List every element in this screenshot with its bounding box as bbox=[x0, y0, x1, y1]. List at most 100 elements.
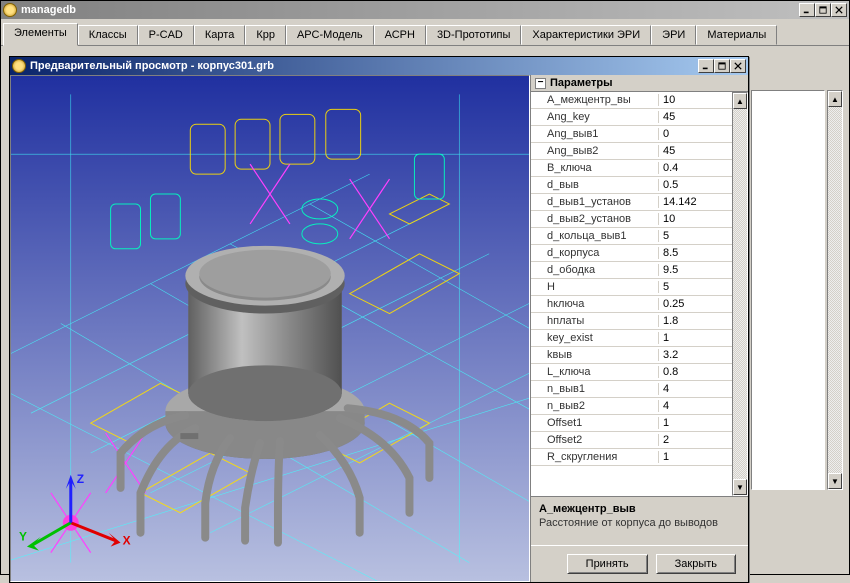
param-row[interactable]: kвыв3.2 bbox=[531, 347, 732, 364]
param-row[interactable]: L_ключа0.8 bbox=[531, 364, 732, 381]
param-value[interactable]: 5 bbox=[659, 230, 732, 242]
tab-5[interactable]: АРС-Модель bbox=[286, 25, 374, 45]
accept-button[interactable]: Принять bbox=[567, 554, 648, 574]
viewport-3d[interactable]: X Y Z bbox=[10, 75, 530, 582]
tab-10[interactable]: Материалы bbox=[696, 25, 777, 45]
param-row[interactable]: Ang_выв10 bbox=[531, 126, 732, 143]
param-value[interactable]: 0.4 bbox=[659, 162, 732, 174]
param-value[interactable]: 2 bbox=[659, 434, 732, 446]
params-table: А_межцентр_вы10Ang_key45Ang_выв10Ang_выв… bbox=[531, 92, 732, 496]
param-value[interactable]: 14.142 bbox=[659, 196, 732, 208]
param-value[interactable]: 45 bbox=[659, 111, 732, 123]
param-row[interactable]: d_кольца_выв15 bbox=[531, 228, 732, 245]
scroll-down-button[interactable]: ▼ bbox=[828, 473, 842, 489]
tab-8[interactable]: Характеристики ЭРИ bbox=[521, 25, 651, 45]
param-value[interactable]: 10 bbox=[659, 213, 732, 225]
scroll-track[interactable] bbox=[828, 107, 842, 473]
params-panel: − Параметры А_межцентр_вы10Ang_key45Ang_… bbox=[530, 75, 748, 582]
param-value[interactable]: 1 bbox=[659, 451, 732, 463]
param-value[interactable]: 45 bbox=[659, 145, 732, 157]
param-row[interactable]: hплаты1.8 bbox=[531, 313, 732, 330]
main-titlebar[interactable]: managedb bbox=[1, 1, 849, 19]
param-row[interactable]: Offset11 bbox=[531, 415, 732, 432]
param-name: В_ключа bbox=[531, 162, 659, 174]
param-row[interactable]: А_межцентр_вы10 bbox=[531, 92, 732, 109]
param-value[interactable]: 5 bbox=[659, 281, 732, 293]
param-row[interactable]: d_выв1_установ14.142 bbox=[531, 194, 732, 211]
collapse-toggle[interactable]: − bbox=[535, 78, 546, 89]
param-name: n_выв2 bbox=[531, 400, 659, 412]
params-scroll-down[interactable]: ▼ bbox=[733, 479, 747, 495]
right-scrollbar[interactable]: ▲ ▼ bbox=[827, 90, 843, 490]
param-value[interactable]: 0.25 bbox=[659, 298, 732, 310]
param-value[interactable]: 3.2 bbox=[659, 349, 732, 361]
param-name: d_выв2_установ bbox=[531, 213, 659, 225]
param-name: d_выв bbox=[531, 179, 659, 191]
param-row[interactable]: n_выв24 bbox=[531, 398, 732, 415]
param-row[interactable]: key_exist1 bbox=[531, 330, 732, 347]
param-desc-text: Расстояние от корпуса до выводов bbox=[539, 517, 740, 529]
params-scrollbar[interactable]: ▲ ▼ bbox=[732, 92, 748, 496]
param-value[interactable]: 4 bbox=[659, 383, 732, 395]
tab-1[interactable]: Классы bbox=[78, 25, 138, 45]
param-value[interactable]: 1 bbox=[659, 417, 732, 429]
param-row[interactable]: d_корпуса8.5 bbox=[531, 245, 732, 262]
close-button[interactable] bbox=[831, 3, 847, 17]
param-value[interactable]: 0.5 bbox=[659, 179, 732, 191]
param-name: А_межцентр_вы bbox=[531, 94, 659, 106]
params-scroll-track[interactable] bbox=[733, 109, 747, 479]
param-row[interactable]: d_ободка9.5 bbox=[531, 262, 732, 279]
scroll-up-button[interactable]: ▲ bbox=[828, 91, 842, 107]
param-row[interactable]: Offset22 bbox=[531, 432, 732, 449]
tab-4[interactable]: Крр bbox=[245, 25, 286, 45]
preview-maximize-button[interactable] bbox=[714, 59, 730, 73]
preview-window: Предварительный просмотр - корпус301.grb bbox=[9, 56, 749, 583]
param-value[interactable]: 8.5 bbox=[659, 247, 732, 259]
param-name: H bbox=[531, 281, 659, 293]
param-row[interactable]: R_скругления1 bbox=[531, 449, 732, 466]
param-name: n_выв1 bbox=[531, 383, 659, 395]
param-description: А_межцентр_выв Расстояние от корпуса до … bbox=[531, 496, 748, 546]
param-value[interactable]: 10 bbox=[659, 94, 732, 106]
close-dialog-button[interactable]: Закрыть bbox=[656, 554, 736, 574]
param-row[interactable]: d_выв0.5 bbox=[531, 177, 732, 194]
main-window: managedb ЭлементыКлассыP-CADКартаКррАРС-… bbox=[0, 0, 850, 575]
param-row[interactable]: d_выв2_установ10 bbox=[531, 211, 732, 228]
param-value[interactable]: 9.5 bbox=[659, 264, 732, 276]
preview-close-button[interactable] bbox=[730, 59, 746, 73]
param-row[interactable]: n_выв14 bbox=[531, 381, 732, 398]
param-row[interactable]: В_ключа0.4 bbox=[531, 160, 732, 177]
tab-9[interactable]: ЭРИ bbox=[651, 25, 696, 45]
tab-2[interactable]: P-CAD bbox=[138, 25, 194, 45]
minimize-button[interactable] bbox=[799, 3, 815, 17]
param-value[interactable]: 1.8 bbox=[659, 315, 732, 327]
param-value[interactable]: 1 bbox=[659, 332, 732, 344]
tab-0[interactable]: Элементы bbox=[3, 23, 78, 46]
params-scroll-up[interactable]: ▲ bbox=[733, 93, 747, 109]
param-value[interactable]: 4 bbox=[659, 400, 732, 412]
tab-6[interactable]: АСРН bbox=[374, 25, 426, 45]
param-name: d_ободка bbox=[531, 264, 659, 276]
param-name: hплаты bbox=[531, 315, 659, 327]
param-row[interactable]: H5 bbox=[531, 279, 732, 296]
param-row[interactable]: Ang_key45 bbox=[531, 109, 732, 126]
tab-3[interactable]: Карта bbox=[194, 25, 245, 45]
axis-gizmo: X Y Z bbox=[19, 472, 131, 551]
param-row[interactable]: hключа0.25 bbox=[531, 296, 732, 313]
param-value[interactable]: 0 bbox=[659, 128, 732, 140]
preview-titlebar[interactable]: Предварительный просмотр - корпус301.grb bbox=[10, 57, 748, 75]
param-name: d_корпуса bbox=[531, 247, 659, 259]
param-desc-title: А_межцентр_выв bbox=[539, 503, 740, 515]
preview-title: Предварительный просмотр - корпус301.grb bbox=[30, 60, 274, 72]
param-row[interactable]: Ang_выв245 bbox=[531, 143, 732, 160]
param-value[interactable]: 0.8 bbox=[659, 366, 732, 378]
svg-text:Z: Z bbox=[77, 472, 84, 486]
param-name: d_кольца_выв1 bbox=[531, 230, 659, 242]
right-list-panel[interactable] bbox=[751, 90, 825, 490]
svg-text:X: X bbox=[123, 534, 131, 548]
param-name: Offset1 bbox=[531, 417, 659, 429]
tab-7[interactable]: 3D-Прототипы bbox=[426, 25, 521, 45]
preview-minimize-button[interactable] bbox=[698, 59, 714, 73]
param-name: Offset2 bbox=[531, 434, 659, 446]
maximize-button[interactable] bbox=[815, 3, 831, 17]
